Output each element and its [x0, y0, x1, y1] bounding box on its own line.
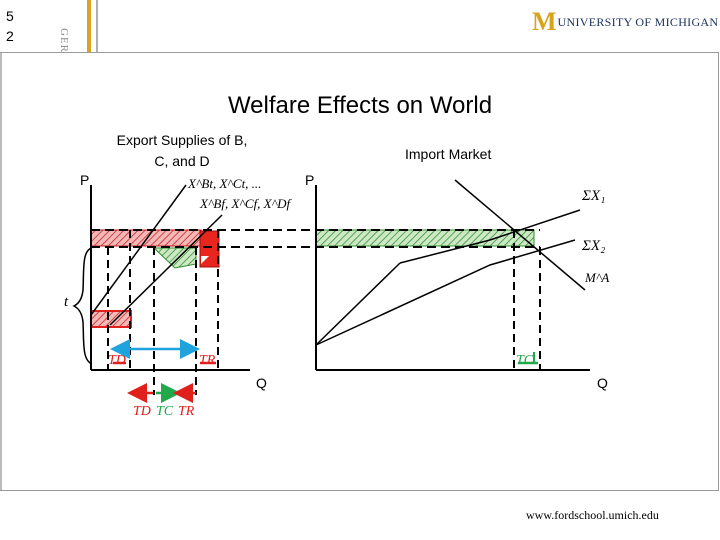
curve-x1 — [399, 209, 581, 264]
curve-label-ma: M^A — [585, 270, 610, 285]
supply-curve-tariff — [90, 184, 187, 316]
right-axis-p: P — [305, 172, 315, 188]
right-axis-q: Q — [597, 375, 608, 391]
left-axis-p: P — [80, 172, 90, 188]
curve-ma — [454, 179, 586, 291]
gray-rule — [96, 0, 98, 52]
supply-labels-line2: X^Bf, X^Cf, X^Df — [200, 196, 291, 211]
slide-number-line1: 5 — [6, 8, 14, 24]
slide-number: 5 2 — [6, 6, 14, 46]
curve-label-x1: ΣX₁ — [582, 188, 606, 204]
right-panel-heading: Import Market — [405, 146, 492, 162]
tariff-label: t — [64, 294, 69, 310]
bottom-td-label: TD — [133, 404, 151, 419]
footer-url[interactable]: www.fordschool.umich.edu — [526, 508, 659, 522]
university-logo[interactable]: M UNIVERSITY OF MICHIGAN — [532, 7, 719, 36]
left-panel-heading: Export Supplies of B, C, and D — [116, 132, 248, 169]
supply-curve-free — [109, 214, 223, 326]
logo-mark: M — [532, 7, 557, 36]
logo-text: UNIVERSITY OF MICHIGAN — [557, 14, 719, 29]
left-red-hatch-area — [90, 229, 202, 247]
bottom-tr-label: TR — [178, 404, 195, 419]
bottom-tc-label: TC — [156, 404, 174, 419]
right-green-hatch-area — [315, 229, 535, 247]
left-red-box-notch — [201, 256, 209, 264]
supply-labels-line1: X^Bt, X^Ct, ... — [188, 176, 262, 191]
slide-title: Welfare Effects on World — [227, 92, 493, 119]
tariff-brace — [72, 247, 93, 365]
frame-left-edge — [0, 52, 2, 490]
gold-rule — [87, 0, 91, 52]
curve-label-x2: ΣX₂ — [582, 238, 606, 254]
slide-number-line2: 2 — [6, 28, 14, 44]
curve-x2 — [315, 239, 576, 346]
import-curve-base — [315, 262, 401, 346]
left-green-hatch-area — [152, 247, 197, 269]
content-frame — [0, 52, 719, 491]
side-label: GER — [58, 28, 70, 53]
left-axis-q: Q — [256, 375, 267, 391]
